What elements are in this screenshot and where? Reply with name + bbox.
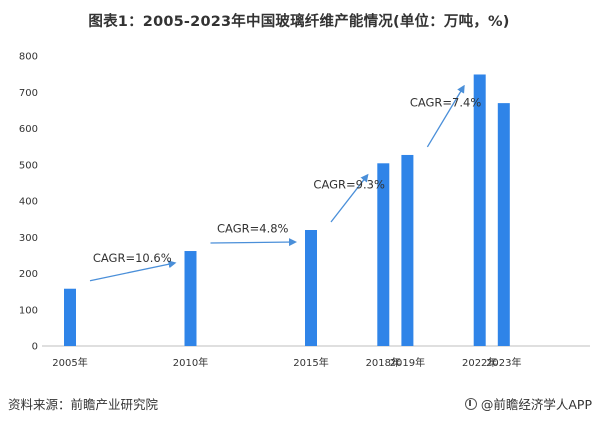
bar-2018 [377, 163, 390, 346]
y-tick-label: 400 [19, 197, 38, 208]
y-tick-label: 0 [32, 342, 38, 353]
cagr-arrow [426, 84, 465, 148]
bar-2023 [497, 103, 510, 346]
cagr-label: CAGR=9.3% [313, 178, 385, 192]
cagr-annotations: CAGR=10.6% CAGR=4.8% CAGR=9.3% CAGR=7.4% [89, 84, 482, 282]
x-tick-label: 2022年 [462, 356, 497, 369]
y-tick-label: 300 [19, 233, 38, 244]
cagr-arrow [89, 260, 177, 282]
bar-series [64, 74, 510, 347]
bar-2010 [184, 251, 197, 346]
x-tick-label: 2015年 [293, 356, 328, 369]
y-tick-label: 800 [19, 52, 38, 63]
y-tick-label: 200 [19, 269, 38, 280]
bar-2015 [305, 230, 317, 346]
y-tick-label: 100 [19, 305, 38, 316]
cagr-label: CAGR=4.8% [217, 222, 289, 236]
x-tick-label: 2005年 [52, 356, 87, 369]
y-tick-label: 500 [19, 160, 38, 171]
brand-credit-text: @前瞻经济学人APP [480, 397, 592, 412]
x-tick-label: 2018年 [366, 356, 401, 369]
cagr-label: CAGR=7.4% [410, 96, 482, 110]
bar-2005 [64, 288, 76, 346]
bar-2022 [473, 74, 486, 347]
cagr-arrow [210, 238, 297, 247]
cagr-label: CAGR=10.6% [93, 251, 172, 265]
x-tick-label: 2019年 [390, 356, 425, 369]
brand-logo-icon [464, 397, 477, 410]
bar-2019 [401, 154, 414, 346]
y-axis: 0 100 200 300 400 500 600 700 800 [19, 52, 38, 353]
chart-title: 图表1：2005-2023年中国玻璃纤维产能情况(单位：万吨，%) [88, 14, 510, 30]
x-tick-label: 2023年 [486, 356, 521, 369]
y-tick-label: 700 [19, 88, 38, 99]
y-tick-label: 600 [19, 124, 38, 135]
data-source-note: 资料来源：前瞻产业研究院 [8, 397, 159, 412]
x-tick-label: 2010年 [173, 356, 208, 369]
brand-credit: @前瞻经济学人APP [464, 394, 592, 413]
cagr-arrow [330, 173, 369, 223]
